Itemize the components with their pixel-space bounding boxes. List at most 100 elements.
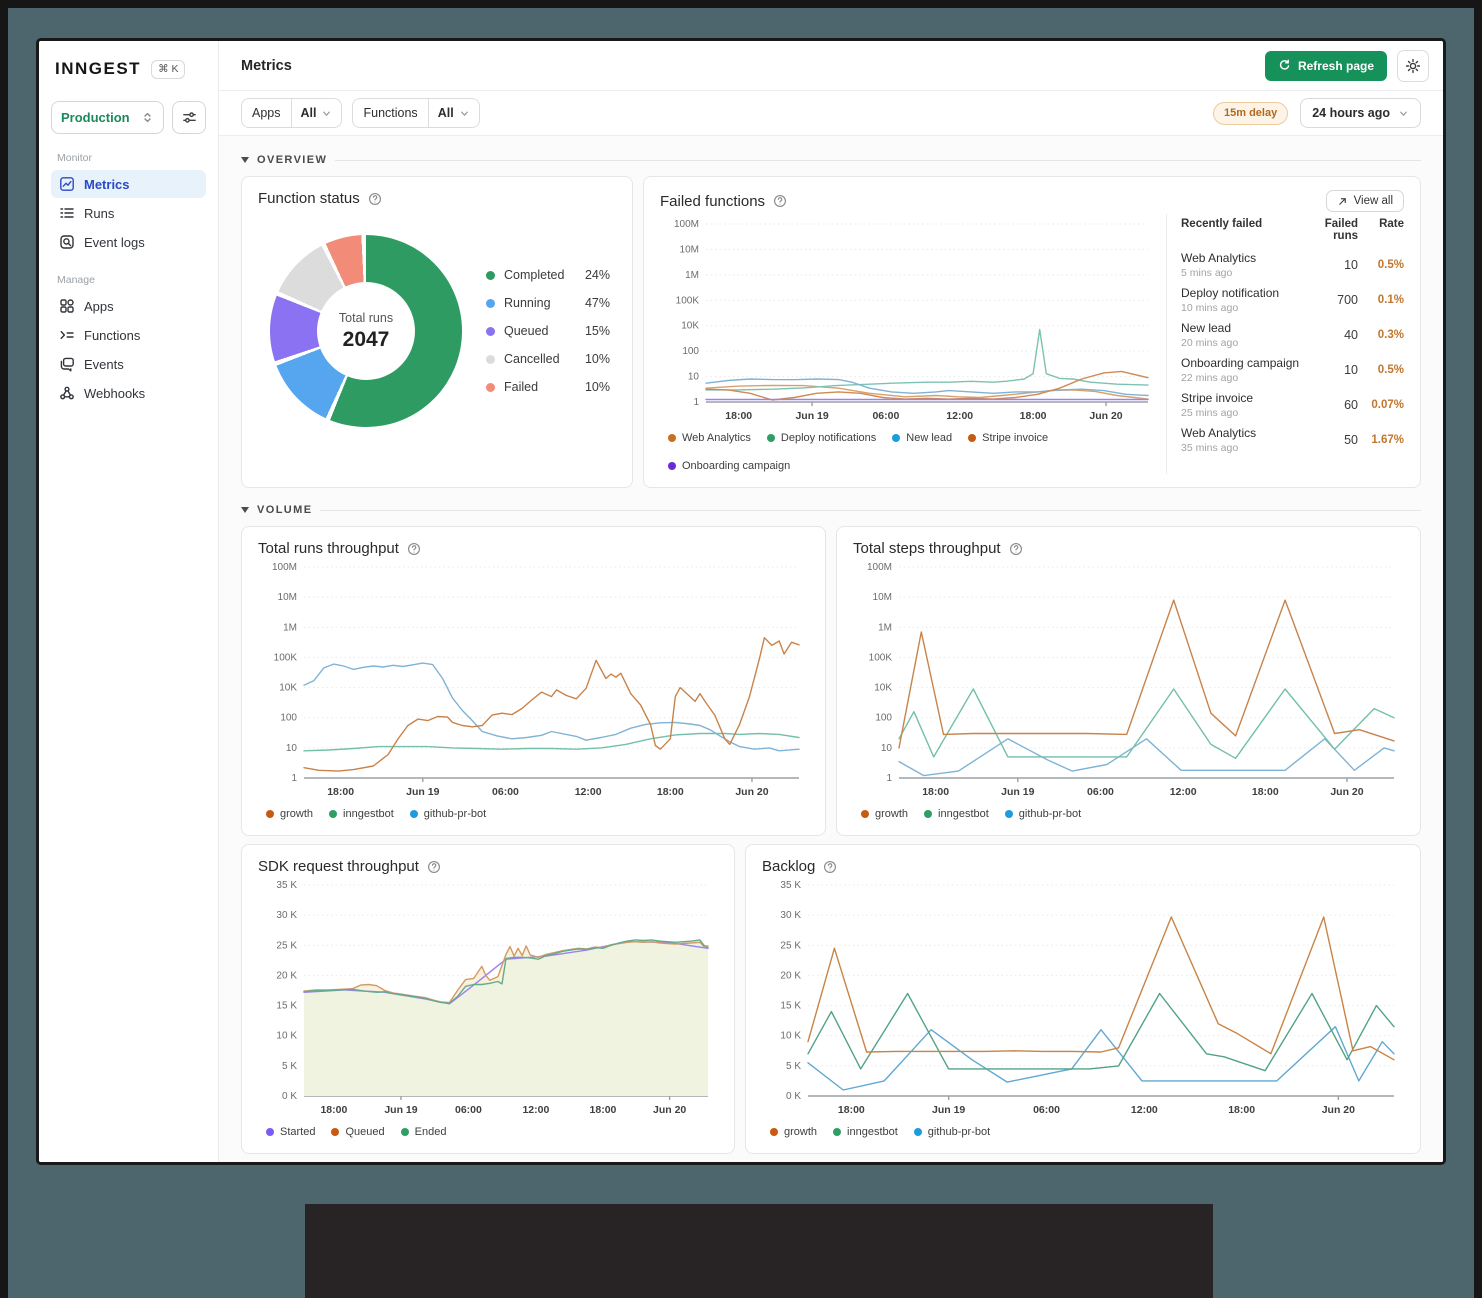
legend-label: Onboarding campaign xyxy=(682,460,791,472)
legend-label: Cancelled xyxy=(504,352,560,366)
sidebar-item-runs[interactable]: Runs xyxy=(51,199,206,227)
donut-center-value: 2047 xyxy=(342,327,390,351)
legend-label: inngestbot xyxy=(343,808,394,820)
svg-text:0 K: 0 K xyxy=(282,1091,297,1102)
help-icon[interactable] xyxy=(823,860,837,874)
environment-value: Production xyxy=(61,110,130,125)
settings-button[interactable] xyxy=(1397,49,1429,82)
svg-text:18:00: 18:00 xyxy=(657,786,684,798)
legend-item-inngestbot[interactable]: inngestbot xyxy=(833,1126,898,1138)
help-icon[interactable] xyxy=(368,192,382,206)
chevron-down-icon xyxy=(1400,111,1407,116)
svg-text:18:00: 18:00 xyxy=(838,1104,865,1116)
svg-text:5 K: 5 K xyxy=(786,1061,801,1072)
legend-item-deploy-notifications[interactable]: Deploy notifications xyxy=(766,432,877,444)
sidebar-item-functions[interactable]: Functions xyxy=(51,321,206,349)
total-runs-chart[interactable]: 1 10 100 10K 100K 1M 10M 100M 18:00 Jun 19 06:00 12… xyxy=(258,557,809,804)
desktop-backdrop: INNGEST ⌘ K Production Monitor Metrics Run… xyxy=(8,8,1474,1298)
svg-text:18:00: 18:00 xyxy=(320,1104,347,1116)
status-legend-item[interactable]: Queued 15% xyxy=(486,324,610,338)
legend-label: Deploy notifications xyxy=(780,432,877,444)
legend-item-queued[interactable]: Queued xyxy=(331,1126,385,1138)
legend-item-new-lead[interactable]: New lead xyxy=(892,432,952,444)
legend-item-onboarding-campaign[interactable]: Onboarding campaign xyxy=(668,460,790,472)
apps-filter-selected: All xyxy=(300,106,317,120)
topbar: Metrics Refresh page xyxy=(219,41,1443,91)
collapse-triangle-icon[interactable] xyxy=(241,507,249,513)
sidebar-item-metrics[interactable]: Metrics xyxy=(51,170,206,198)
legend-dot xyxy=(770,1128,778,1136)
sidebar-item-label: Events xyxy=(84,356,124,372)
failed-function-name: New lead xyxy=(1181,320,1232,335)
legend-item-web-analytics[interactable]: Web Analytics xyxy=(668,432,751,444)
svg-text:20 K: 20 K xyxy=(780,970,801,981)
legend-item-started[interactable]: Started xyxy=(266,1126,315,1138)
sidebar-item-webhooks[interactable]: Webhooks xyxy=(51,379,206,407)
sidebar-item-apps[interactable]: Apps xyxy=(51,292,206,320)
help-icon[interactable] xyxy=(427,860,441,874)
help-icon[interactable] xyxy=(1009,542,1023,556)
status-legend-item[interactable]: Running 47% xyxy=(486,296,610,310)
area-Ended xyxy=(304,939,708,1096)
backdrop-bottom-box xyxy=(305,1204,1213,1298)
total-steps-chart[interactable]: 1 10 100 10K 100K 1M 10M 100M 18:00 Jun 19 06:00 12… xyxy=(853,557,1404,804)
failed-functions-chart[interactable]: 1 10 100 10K 100K 1M 10M 100M 18:00 Jun 19 06:00 12… xyxy=(660,214,1158,428)
failed-function-time: 22 mins ago xyxy=(1181,371,1239,384)
refresh-page-button[interactable]: Refresh page xyxy=(1264,50,1387,81)
table-row[interactable]: Web Analytics 35 mins ago 50 1.67% xyxy=(1181,422,1404,457)
failed-runs-value: 40 xyxy=(1344,327,1358,342)
status-legend-item[interactable]: Failed 10% xyxy=(486,380,610,394)
series-Web Analytics xyxy=(705,384,1149,400)
legend-item-inngestbot[interactable]: inngestbot xyxy=(924,808,989,820)
legend-item-inngestbot[interactable]: inngestbot xyxy=(329,808,394,820)
table-header: Recently failed Failed runs Rate xyxy=(1181,214,1404,247)
status-legend-item[interactable]: Completed 24% xyxy=(486,268,610,282)
sidebar-item-event-logs[interactable]: Event logs xyxy=(51,228,206,256)
legend-item-stripe-invoice[interactable]: Stripe invoice xyxy=(968,432,1048,444)
view-all-button[interactable]: View all xyxy=(1325,190,1404,212)
table-row[interactable]: Stripe invoice 25 mins ago 60 0.07% xyxy=(1181,387,1404,422)
legend-dot xyxy=(486,298,495,308)
legend-dot xyxy=(968,434,977,442)
time-range-select[interactable]: 24 hours ago xyxy=(1300,98,1421,128)
help-icon[interactable] xyxy=(407,542,421,556)
sdk-request-chart[interactable]: 0 K 5 K 10 K 15 K 20 K 25 K 30 K 35 K 18:00 Jun 1… xyxy=(258,875,718,1122)
collapse-triangle-icon[interactable] xyxy=(241,157,249,163)
sidebar-item-events[interactable]: Events xyxy=(51,350,206,378)
functions-filter-label: Functions xyxy=(363,106,418,120)
environment-select[interactable]: Production xyxy=(51,101,164,134)
function-status-donut[interactable]: Total runs 2047 xyxy=(270,235,462,427)
overview-section-header: OVERVIEW xyxy=(241,154,1421,166)
table-row[interactable]: Deploy notification 10 mins ago 700 0.1% xyxy=(1181,282,1404,317)
table-row[interactable]: Web Analytics 5 mins ago 10 0.5% xyxy=(1181,247,1404,282)
failed-function-name: Onboarding campaign xyxy=(1181,355,1300,370)
table-row[interactable]: Onboarding campaign 22 mins ago 10 0.5% xyxy=(1181,352,1404,387)
legend-item-growth[interactable]: growth xyxy=(266,808,313,820)
table-row[interactable]: New lead 20 mins ago 40 0.3% xyxy=(1181,317,1404,352)
overview-section-label: OVERVIEW xyxy=(257,154,328,166)
legend-item-growth[interactable]: growth xyxy=(770,1126,817,1138)
legend-label: inngestbot xyxy=(938,808,989,820)
legend-item-growth[interactable]: growth xyxy=(861,808,908,820)
svg-text:12:00: 12:00 xyxy=(946,410,973,422)
help-icon[interactable] xyxy=(773,194,787,208)
status-legend-item[interactable]: Cancelled 10% xyxy=(486,352,610,366)
sliders-icon xyxy=(182,112,196,123)
function-status-title: Function status xyxy=(258,190,360,207)
legend-item-github-pr-bot[interactable]: github-pr-bot xyxy=(1004,808,1081,820)
volume-section-header: VOLUME xyxy=(241,504,1421,516)
command-k-shortcut[interactable]: ⌘ K xyxy=(151,59,186,79)
backlog-chart[interactable]: 0 K 5 K 10 K 15 K 20 K 25 K 30 K 35 K 18:00 Jun 1… xyxy=(762,875,1404,1122)
legend-item-github-pr-bot[interactable]: github-pr-bot xyxy=(913,1126,990,1138)
legend-item-github-pr-bot[interactable]: github-pr-bot xyxy=(409,808,486,820)
legend-value: 24% xyxy=(584,268,610,282)
sidebar: INNGEST ⌘ K Production Monitor Metrics Run… xyxy=(39,41,219,1162)
failed-runs-value: 60 xyxy=(1344,397,1358,412)
legend-label: Queued xyxy=(504,324,549,338)
apps-filter-value[interactable]: All xyxy=(290,99,342,127)
svg-text:06:00: 06:00 xyxy=(492,786,519,798)
functions-filter-value[interactable]: All xyxy=(427,99,479,127)
legend-item-ended[interactable]: Ended xyxy=(400,1126,446,1138)
environment-filter-button[interactable] xyxy=(172,101,206,134)
sidebar-item-label: Functions xyxy=(84,327,141,343)
